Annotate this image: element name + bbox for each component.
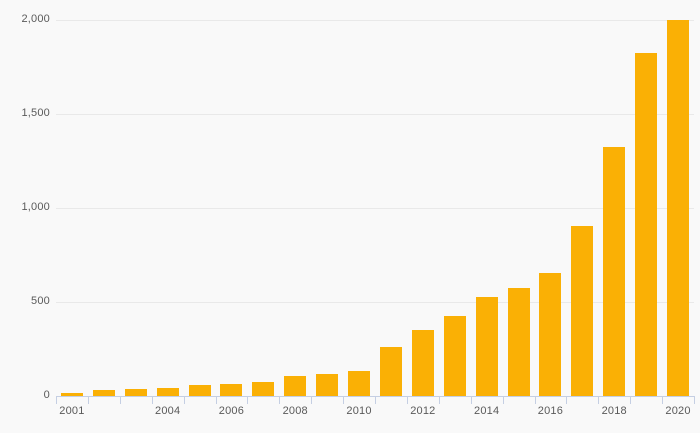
- x-axis-tick: [438, 396, 440, 404]
- x-axis-tick-label: 2014: [474, 405, 500, 417]
- bar[interactable]: [316, 374, 339, 396]
- bar[interactable]: [284, 376, 307, 396]
- y-axis-tick-label: 500: [31, 295, 50, 307]
- bar[interactable]: [475, 296, 498, 396]
- x-axis-tick-label: 2020: [665, 405, 691, 417]
- x-axis-tick: [215, 396, 217, 404]
- x-axis-tick: [343, 396, 345, 404]
- x-axis-tick: [247, 396, 249, 404]
- gridline: [56, 208, 694, 209]
- x-axis-tick-label: 2006: [218, 405, 245, 417]
- bar[interactable]: [603, 147, 626, 396]
- bar[interactable]: [60, 393, 83, 396]
- gridline: [56, 20, 694, 21]
- bar[interactable]: [379, 346, 402, 396]
- gridline: [56, 114, 694, 115]
- x-axis-tick: [311, 396, 313, 404]
- bar[interactable]: [252, 381, 275, 396]
- bar[interactable]: [635, 53, 658, 396]
- y-axis: 0 500 1,000 1,500 2,000: [0, 0, 50, 433]
- x-axis-tick: [375, 396, 376, 404]
- gridline: [56, 302, 694, 303]
- y-axis-tick-label: 1,000: [21, 201, 50, 213]
- bar-series: [56, 20, 694, 396]
- bar[interactable]: [411, 329, 434, 396]
- x-axis-tick: [502, 396, 504, 404]
- y-axis-tick-label: 2,000: [21, 13, 50, 25]
- x-axis-tick: [470, 396, 472, 404]
- x-axis-tick: [598, 396, 600, 404]
- x-axis-tick: [87, 396, 89, 404]
- bar[interactable]: [92, 389, 115, 396]
- x-axis-tick-label: 2016: [537, 405, 564, 417]
- x-axis-tick: [119, 396, 121, 404]
- x-axis-tick-label: 2004: [155, 405, 181, 417]
- bar[interactable]: [507, 287, 530, 396]
- x-axis-tick: [151, 396, 153, 404]
- x-axis-tick-label: 2001: [59, 405, 85, 417]
- x-axis-tick-label: 2018: [601, 405, 627, 417]
- x-axis-tick-label: 2012: [410, 405, 436, 417]
- y-axis-tick-label: 1,500: [21, 107, 50, 119]
- bar[interactable]: [348, 371, 371, 396]
- bar[interactable]: [443, 315, 466, 396]
- x-axis-tick: [183, 396, 185, 404]
- bar[interactable]: [124, 389, 147, 396]
- y-axis-tick-label: 0: [43, 389, 50, 401]
- bar[interactable]: [156, 387, 179, 396]
- bar[interactable]: [188, 385, 211, 396]
- bar[interactable]: [571, 226, 594, 396]
- x-axis-tick-label: 2010: [346, 405, 372, 417]
- bar[interactable]: [220, 383, 243, 396]
- x-axis-tick: [630, 396, 632, 404]
- x-axis-tick: [566, 396, 568, 404]
- x-axis-tick: [534, 396, 536, 404]
- x-axis-tick-label: 2008: [282, 405, 308, 417]
- bar[interactable]: [667, 20, 690, 396]
- x-axis-tick: [56, 396, 57, 404]
- x-axis-tick: [279, 396, 281, 404]
- bar[interactable]: [539, 273, 562, 396]
- x-axis-tick: [406, 396, 408, 404]
- x-axis-tick: [662, 396, 664, 404]
- x-axis-tick: [694, 396, 695, 404]
